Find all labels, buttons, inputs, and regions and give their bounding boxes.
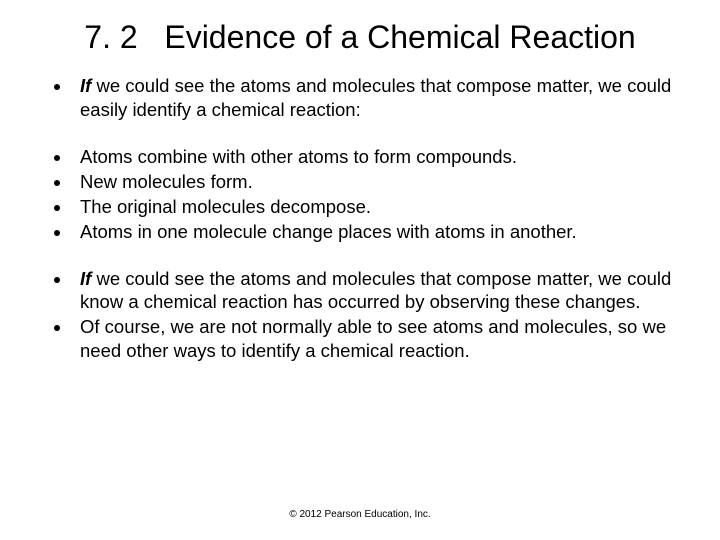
bullet-text: Atoms combine with other atoms to form c… xyxy=(80,146,517,167)
bullet-text: we could see the atoms and molecules tha… xyxy=(80,75,671,119)
bullet-item: New molecules form. xyxy=(72,170,680,193)
bullet-text: we could see the atoms and molecules tha… xyxy=(80,268,671,312)
bullet-text: Of course, we are not normally able to s… xyxy=(80,316,666,360)
bullet-text: New molecules form. xyxy=(80,171,253,192)
emph-word: If xyxy=(80,268,91,289)
slide-title: 7. 2 Evidence of a Chemical Reaction xyxy=(40,18,680,56)
bullet-group-3: If we could see the atoms and molecules … xyxy=(40,267,680,362)
bullet-text: The original molecules decompose. xyxy=(80,196,371,217)
spacer xyxy=(40,245,680,267)
bullet-item: Atoms combine with other atoms to form c… xyxy=(72,145,680,168)
bullet-item: Of course, we are not normally able to s… xyxy=(72,315,680,361)
bullet-item: The original molecules decompose. xyxy=(72,195,680,218)
spacer xyxy=(40,123,680,145)
title-text: Evidence of a Chemical Reaction xyxy=(164,19,635,55)
bullet-group-1: If we could see the atoms and molecules … xyxy=(40,74,680,120)
bullet-item: If we could see the atoms and molecules … xyxy=(72,267,680,313)
bullet-item: If we could see the atoms and molecules … xyxy=(72,74,680,120)
bullet-item: Atoms in one molecule change places with… xyxy=(72,220,680,243)
copyright-footer: © 2012 Pearson Education, Inc. xyxy=(0,509,720,520)
slide: 7. 2 Evidence of a Chemical Reaction If … xyxy=(0,0,720,540)
bullet-group-2: Atoms combine with other atoms to form c… xyxy=(40,145,680,244)
title-number: 7. 2 xyxy=(84,19,137,55)
emph-word: If xyxy=(80,75,91,96)
bullet-text: Atoms in one molecule change places with… xyxy=(80,221,577,242)
